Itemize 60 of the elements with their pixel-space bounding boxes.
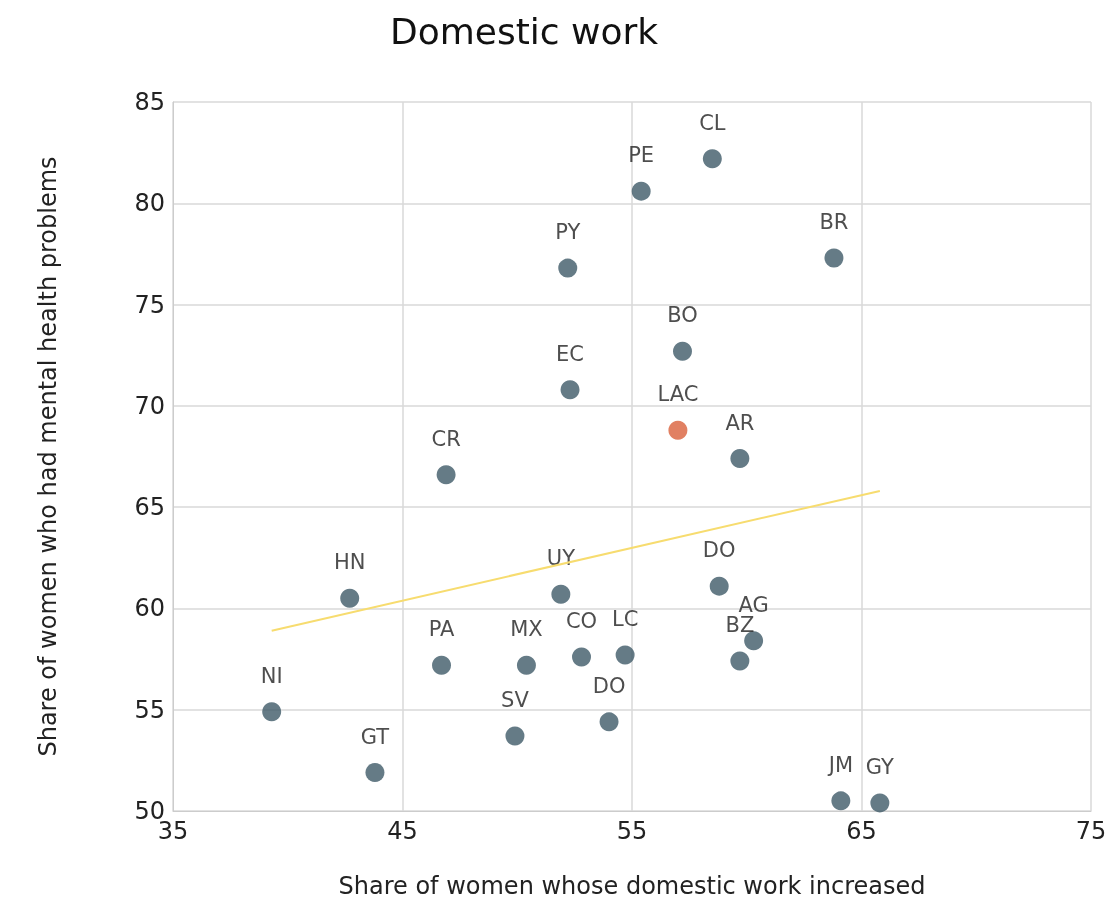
point bbox=[615, 645, 635, 665]
y-tick-label: 60 bbox=[134, 594, 165, 623]
x-tick-label: 45 bbox=[387, 817, 418, 845]
data-label: PA bbox=[428, 617, 455, 642]
data-label: LC bbox=[611, 607, 639, 632]
data-label: LAC bbox=[657, 382, 699, 407]
data-label: BR bbox=[819, 209, 849, 234]
point bbox=[599, 712, 619, 732]
data-label: EC bbox=[556, 341, 584, 366]
point bbox=[668, 420, 688, 440]
y-tick-label: 70 bbox=[134, 391, 165, 420]
point bbox=[340, 588, 360, 608]
data-label: SV bbox=[501, 688, 530, 713]
point bbox=[709, 576, 729, 596]
point bbox=[831, 791, 851, 811]
point bbox=[631, 181, 651, 201]
x-tick-label: 55 bbox=[616, 817, 648, 845]
data-label: PE bbox=[628, 143, 655, 168]
point bbox=[824, 248, 844, 268]
point bbox=[365, 763, 385, 783]
point bbox=[572, 647, 592, 667]
point bbox=[558, 258, 578, 278]
data-label: UY bbox=[546, 546, 576, 571]
y-tick-label: 80 bbox=[134, 189, 165, 218]
data-label: NI bbox=[260, 663, 283, 688]
point bbox=[673, 341, 692, 361]
chart-title: Domestic work bbox=[390, 10, 659, 52]
point bbox=[730, 651, 750, 671]
point bbox=[505, 726, 525, 746]
data-label: GY bbox=[865, 754, 895, 779]
x-axis-title: Share of women whose domestic work increased bbox=[338, 872, 926, 900]
point bbox=[436, 465, 456, 485]
point bbox=[560, 380, 580, 400]
point bbox=[262, 702, 282, 722]
x-tick-label: 75 bbox=[1075, 817, 1107, 845]
data-label: GT bbox=[360, 724, 390, 749]
y-axis-title: Share of women who had mental health problems bbox=[34, 156, 62, 757]
data-label: HN bbox=[333, 550, 366, 575]
data-label: PY bbox=[555, 220, 581, 245]
data-label: CR bbox=[431, 426, 461, 451]
data-label: MX bbox=[510, 617, 543, 642]
point bbox=[516, 655, 536, 675]
data-label: BO bbox=[667, 303, 698, 328]
data-label: DO bbox=[702, 538, 736, 563]
y-tick-label: 75 bbox=[134, 290, 165, 319]
data-label: DO bbox=[592, 673, 626, 698]
point bbox=[870, 793, 890, 813]
point bbox=[730, 449, 750, 469]
y-tick-label: 85 bbox=[134, 88, 165, 116]
data-label: AR bbox=[725, 410, 755, 435]
x-tick-label: 65 bbox=[846, 817, 877, 845]
point bbox=[702, 149, 722, 169]
point bbox=[744, 631, 764, 651]
data-label: CL bbox=[699, 110, 726, 135]
point bbox=[551, 584, 571, 604]
data-label: CO bbox=[565, 609, 598, 634]
point bbox=[432, 655, 452, 675]
data-label: JM bbox=[826, 752, 853, 777]
y-tick-label: 55 bbox=[134, 695, 165, 724]
y-tick-label: 65 bbox=[134, 493, 165, 522]
